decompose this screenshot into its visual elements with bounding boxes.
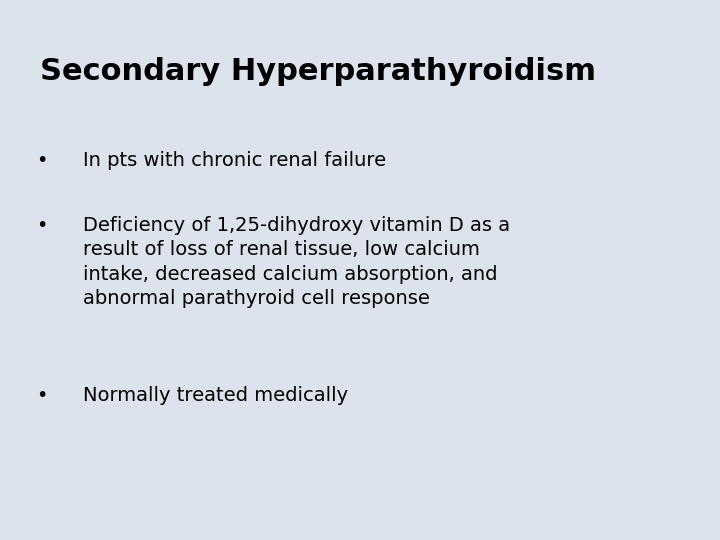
Text: •: • (36, 151, 48, 170)
Text: Deficiency of 1,25-dihydroxy vitamin D as a
result of loss of renal tissue, low : Deficiency of 1,25-dihydroxy vitamin D a… (83, 216, 510, 308)
Text: In pts with chronic renal failure: In pts with chronic renal failure (83, 151, 386, 170)
Text: •: • (36, 216, 48, 235)
Text: Normally treated medically: Normally treated medically (83, 386, 348, 405)
Text: •: • (36, 386, 48, 405)
Text: Secondary Hyperparathyroidism: Secondary Hyperparathyroidism (40, 57, 595, 86)
